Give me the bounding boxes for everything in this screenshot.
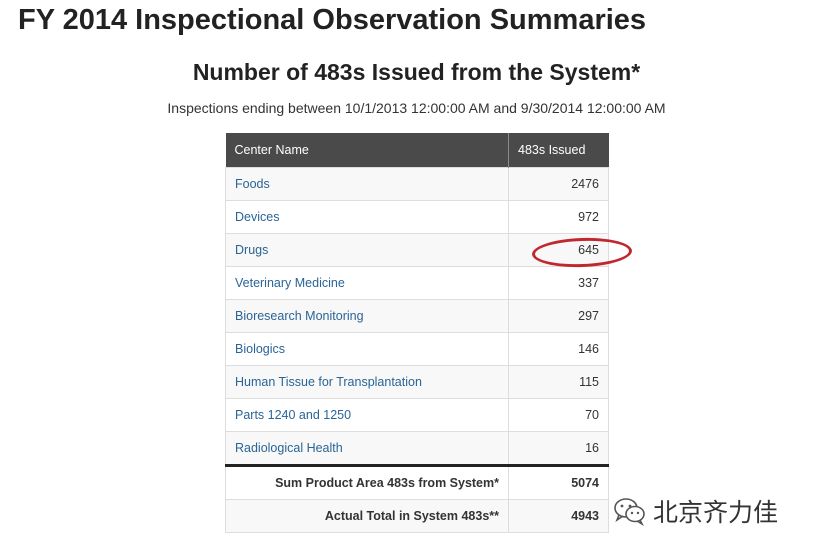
table-row: Human Tissue for Transplantation 115	[225, 365, 609, 399]
issued-count: 70	[508, 398, 609, 432]
watermark: 北京齐力佳	[613, 493, 778, 529]
total-row: Actual Total in System 483s** 4943	[225, 499, 609, 533]
table-row: Drugs 645	[225, 233, 609, 267]
center-name-link[interactable]: Bioresearch Monitoring	[225, 299, 509, 333]
page-title: FY 2014 Inspectional Observation Summari…	[18, 4, 647, 36]
table-row: Foods 2476	[225, 167, 609, 201]
sum-row: Sum Product Area 483s from System* 5074	[225, 464, 609, 500]
table-row: Veterinary Medicine 337	[225, 266, 609, 300]
table-row: Devices 972	[225, 200, 609, 234]
table-row: Bioresearch Monitoring 297	[225, 299, 609, 333]
issued-count: 337	[508, 266, 609, 300]
table-header-row: Center Name 483s Issued	[225, 133, 609, 168]
table-row: Parts 1240 and 1250 70	[225, 398, 609, 432]
center-name-link[interactable]: Human Tissue for Transplantation	[225, 365, 509, 399]
center-name-link[interactable]: Veterinary Medicine	[225, 266, 509, 300]
watermark-text: 北京齐力佳	[653, 499, 779, 527]
issued-count: 972	[508, 200, 609, 234]
table-row: Radiological Health 16	[225, 431, 609, 466]
issued-count: 146	[508, 332, 609, 366]
summary-table: Center Name 483s Issued Foods 2476 Devic…	[225, 133, 609, 533]
wechat-icon	[613, 496, 647, 526]
center-name-link[interactable]: Biologics	[225, 332, 509, 366]
column-header-center-name[interactable]: Center Name	[225, 133, 509, 168]
center-name-link[interactable]: Radiological Health	[225, 431, 509, 466]
table-row: Biologics 146	[225, 332, 609, 366]
center-name-link[interactable]: Devices	[225, 200, 509, 234]
total-value: 4943	[508, 499, 609, 533]
issued-count: 2476	[508, 167, 609, 201]
column-header-483s-issued[interactable]: 483s Issued	[508, 133, 609, 168]
total-label: Actual Total in System 483s**	[225, 499, 509, 533]
center-name-link[interactable]: Parts 1240 and 1250	[225, 398, 509, 432]
issued-count: 115	[508, 365, 609, 399]
sum-label: Sum Product Area 483s from System*	[225, 464, 509, 500]
report-title: Number of 483s Issued from the System*	[192, 59, 641, 85]
issued-count: 297	[508, 299, 609, 333]
date-range-text: Inspections ending between 10/1/2013 12:…	[167, 100, 666, 116]
center-name-link[interactable]: Foods	[225, 167, 509, 201]
sum-value: 5074	[508, 464, 609, 500]
issued-count: 16	[508, 431, 609, 466]
center-name-link[interactable]: Drugs	[225, 233, 509, 267]
